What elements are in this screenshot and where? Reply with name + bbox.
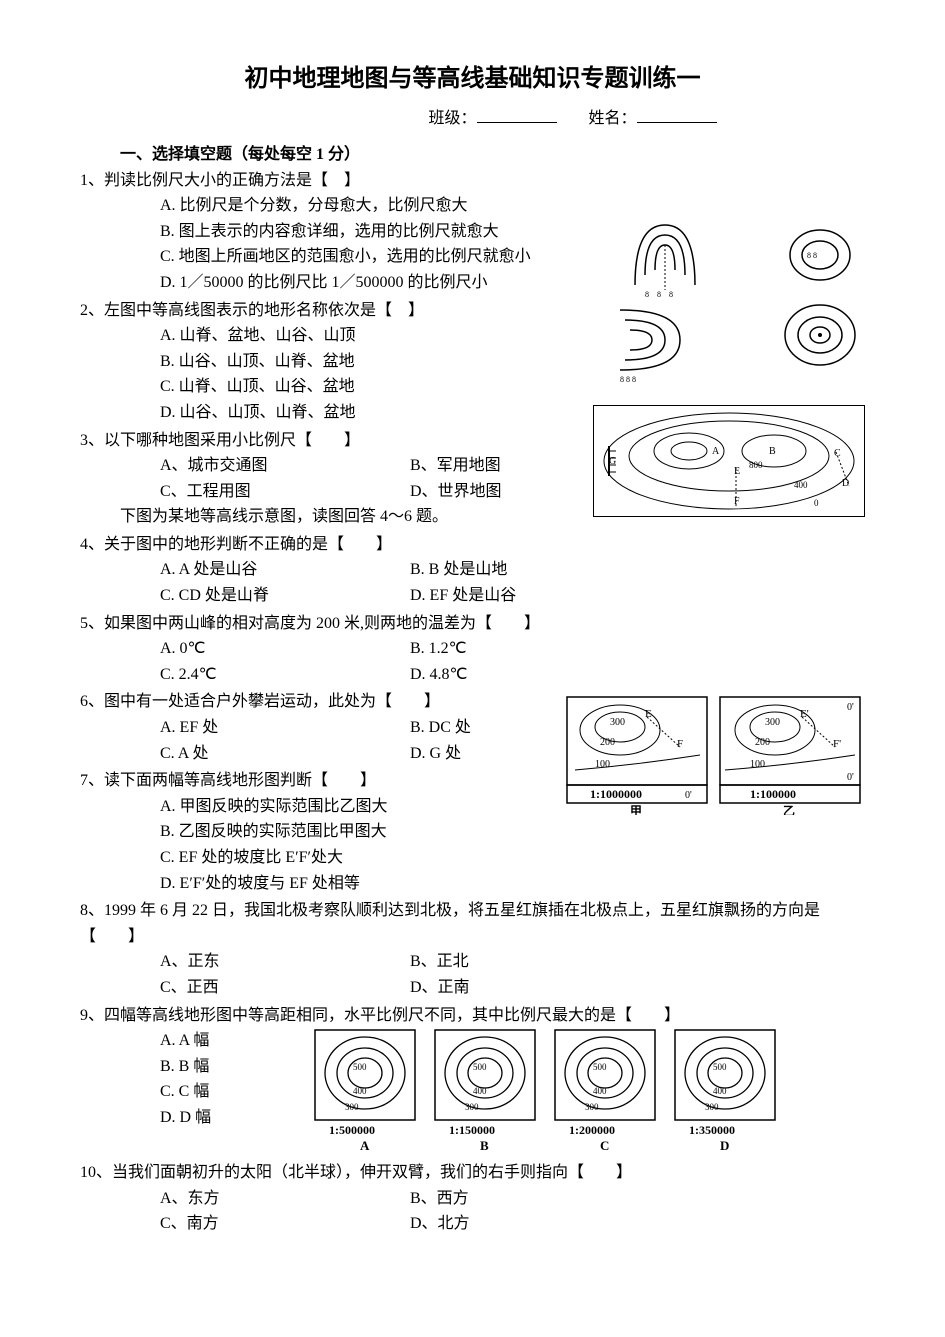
svg-text:300: 300	[705, 1102, 719, 1112]
svg-text:E': E'	[800, 708, 809, 720]
svg-text:E: E	[734, 466, 740, 477]
svg-text:C: C	[600, 1138, 609, 1153]
q10-opt-a: A、东方	[160, 1186, 410, 1212]
svg-text:1:100000: 1:100000	[750, 787, 796, 801]
q5-opt-d: D. 4.8℃	[410, 662, 660, 688]
q4-opt-b: B. B 处是山地	[410, 557, 660, 583]
svg-text:100: 100	[750, 759, 765, 770]
q6-opt-c: C. A 处	[160, 741, 410, 767]
q9-opt-d: D. D 幅	[160, 1105, 310, 1131]
svg-text:1:150000: 1:150000	[449, 1123, 495, 1137]
svg-text:500: 500	[353, 1062, 367, 1072]
svg-text:1:500000: 1:500000	[329, 1123, 375, 1137]
fig-q7-maps: 300 200 100 E F 1:1000000 0' 甲 300 200 1…	[565, 695, 865, 815]
svg-text:0': 0'	[847, 772, 854, 783]
svg-text:0': 0'	[685, 790, 692, 801]
q8-opt-c: C、正西	[160, 975, 410, 1001]
svg-text:300: 300	[465, 1102, 479, 1112]
q8-opt-d: D、正南	[410, 975, 660, 1001]
q9-opt-c: C. C 幅	[160, 1079, 310, 1105]
svg-text:C: C	[834, 448, 841, 459]
svg-text:300: 300	[610, 717, 625, 728]
fig-q456-contour: A B C D E F G 800 400 0	[593, 405, 865, 517]
svg-text:300: 300	[585, 1102, 599, 1112]
svg-text:A: A	[712, 446, 720, 457]
q8-opt-b: B、正北	[410, 949, 660, 975]
svg-text:400: 400	[794, 480, 808, 490]
svg-text:0': 0'	[847, 702, 854, 713]
svg-text:B: B	[480, 1138, 489, 1153]
svg-text:200: 200	[600, 737, 615, 748]
svg-text:400: 400	[713, 1086, 727, 1096]
question-10: 10、当我们面朝初升的太阳（北半球），伸开双臂，我们的右手则指向【 】 A、东方…	[80, 1160, 865, 1237]
q4-opt-a: A. A 处是山谷	[160, 557, 410, 583]
section-1-header: 一、选择填空题（每处每空 1 分）	[120, 142, 865, 168]
svg-text:800: 800	[749, 460, 763, 470]
q9-stem: 9、四幅等高线地形图中等高距相同，水平比例尺不同，其中比例尺最大的是【 】	[80, 1003, 865, 1029]
q8-stem: 8、1999 年 6 月 22 日，我国北极考察队顺利达到北极，将五星红旗插在北…	[80, 898, 865, 949]
svg-text:8: 8	[669, 290, 673, 299]
svg-text:100: 100	[595, 759, 610, 770]
svg-text:400: 400	[593, 1086, 607, 1096]
q4-opt-d: D. EF 处是山谷	[410, 583, 660, 609]
question-4: 4、关于图中的地形判断不正确的是【 】 A. A 处是山谷 B. B 处是山地 …	[80, 532, 865, 609]
svg-text:F: F	[677, 738, 683, 750]
q5-opt-b: B. 1.2℃	[410, 636, 660, 662]
q1-stem: 1、判读比例尺大小的正确方法是【 】	[80, 168, 865, 194]
svg-text:B: B	[769, 446, 776, 457]
q7-opt-c: C. EF 处的坡度比 E′F′处大	[160, 845, 865, 871]
svg-text:A: A	[360, 1138, 370, 1153]
svg-text:400: 400	[473, 1086, 487, 1096]
svg-text:乙: 乙	[783, 804, 795, 815]
q3-opt-a: A、城市交通图	[160, 453, 410, 479]
q9-opt-a: A. A 幅	[160, 1028, 310, 1054]
page-content: 初中地理地图与等高线基础知识专题训练一 班级： 姓名： 一、选择填空题（每处每空…	[80, 60, 865, 1237]
svg-text:1:350000: 1:350000	[689, 1123, 735, 1137]
fig-q9-four-maps: 500 400 300 1:500000A 500 400 300 1:150000B 500 4…	[310, 1028, 865, 1158]
q10-opt-c: C、南方	[160, 1211, 410, 1237]
svg-text:200: 200	[755, 737, 770, 748]
q7-opt-d: D. E′F′处的坡度与 EF 处相等	[160, 871, 865, 897]
svg-text:500: 500	[713, 1062, 727, 1072]
svg-text:500: 500	[593, 1062, 607, 1072]
svg-text:8 8: 8 8	[807, 251, 817, 260]
q6-opt-a: A. EF 处	[160, 715, 410, 741]
svg-text:F: F	[734, 496, 740, 507]
q7-opt-b: B. 乙图反映的实际范围比甲图大	[160, 819, 865, 845]
svg-text:1:1000000: 1:1000000	[590, 787, 642, 801]
svg-text:D: D	[720, 1138, 729, 1153]
svg-text:400: 400	[353, 1086, 367, 1096]
svg-text:1:200000: 1:200000	[569, 1123, 615, 1137]
q10-opt-b: B、西方	[410, 1186, 660, 1212]
q5-opt-a: A. 0℃	[160, 636, 410, 662]
svg-text:8 8 8: 8 8 8	[620, 375, 636, 384]
svg-text:甲: 甲	[630, 804, 642, 815]
name-blank[interactable]	[637, 106, 717, 123]
svg-text:0: 0	[814, 498, 819, 508]
q8-opt-a: A、正东	[160, 949, 410, 975]
svg-text:300: 300	[765, 717, 780, 728]
svg-text:300: 300	[345, 1102, 359, 1112]
page-title: 初中地理地图与等高线基础知识专题训练一	[80, 60, 865, 98]
q9-opt-b: B. B 幅	[160, 1054, 310, 1080]
question-9: 9、四幅等高线地形图中等高距相同，水平比例尺不同，其中比例尺最大的是【 】 A.…	[80, 1003, 865, 1159]
svg-text:8: 8	[645, 290, 649, 299]
question-8: 8、1999 年 6 月 22 日，我国北极考察队顺利达到北极，将五星红旗插在北…	[80, 898, 865, 1000]
q4-stem: 4、关于图中的地形判断不正确的是【 】	[80, 532, 865, 558]
q5-stem: 5、如果图中两山峰的相对高度为 200 米,则两地的温差为【 】	[80, 611, 865, 637]
question-5: 5、如果图中两山峰的相对高度为 200 米,则两地的温差为【 】 A. 0℃ B…	[80, 611, 865, 688]
svg-text:500: 500	[473, 1062, 487, 1072]
q4-opt-c: C. CD 处是山脊	[160, 583, 410, 609]
class-blank[interactable]	[477, 106, 557, 123]
fig-q2-contours: 8 8 8 8 8 8 8 8	[605, 215, 865, 385]
name-label: 姓名：	[589, 110, 637, 127]
q10-stem: 10、当我们面朝初升的太阳（北半球），伸开双臂，我们的右手则指向【 】	[80, 1160, 865, 1186]
svg-text:8: 8	[657, 290, 661, 299]
q10-opt-d: D、北方	[410, 1211, 660, 1237]
svg-text:F': F'	[833, 738, 841, 750]
class-label: 班级：	[428, 110, 476, 127]
q5-opt-c: C. 2.4℃	[160, 662, 410, 688]
header-line: 班级： 姓名：	[80, 106, 865, 132]
q3-opt-c: C、工程用图	[160, 479, 410, 505]
